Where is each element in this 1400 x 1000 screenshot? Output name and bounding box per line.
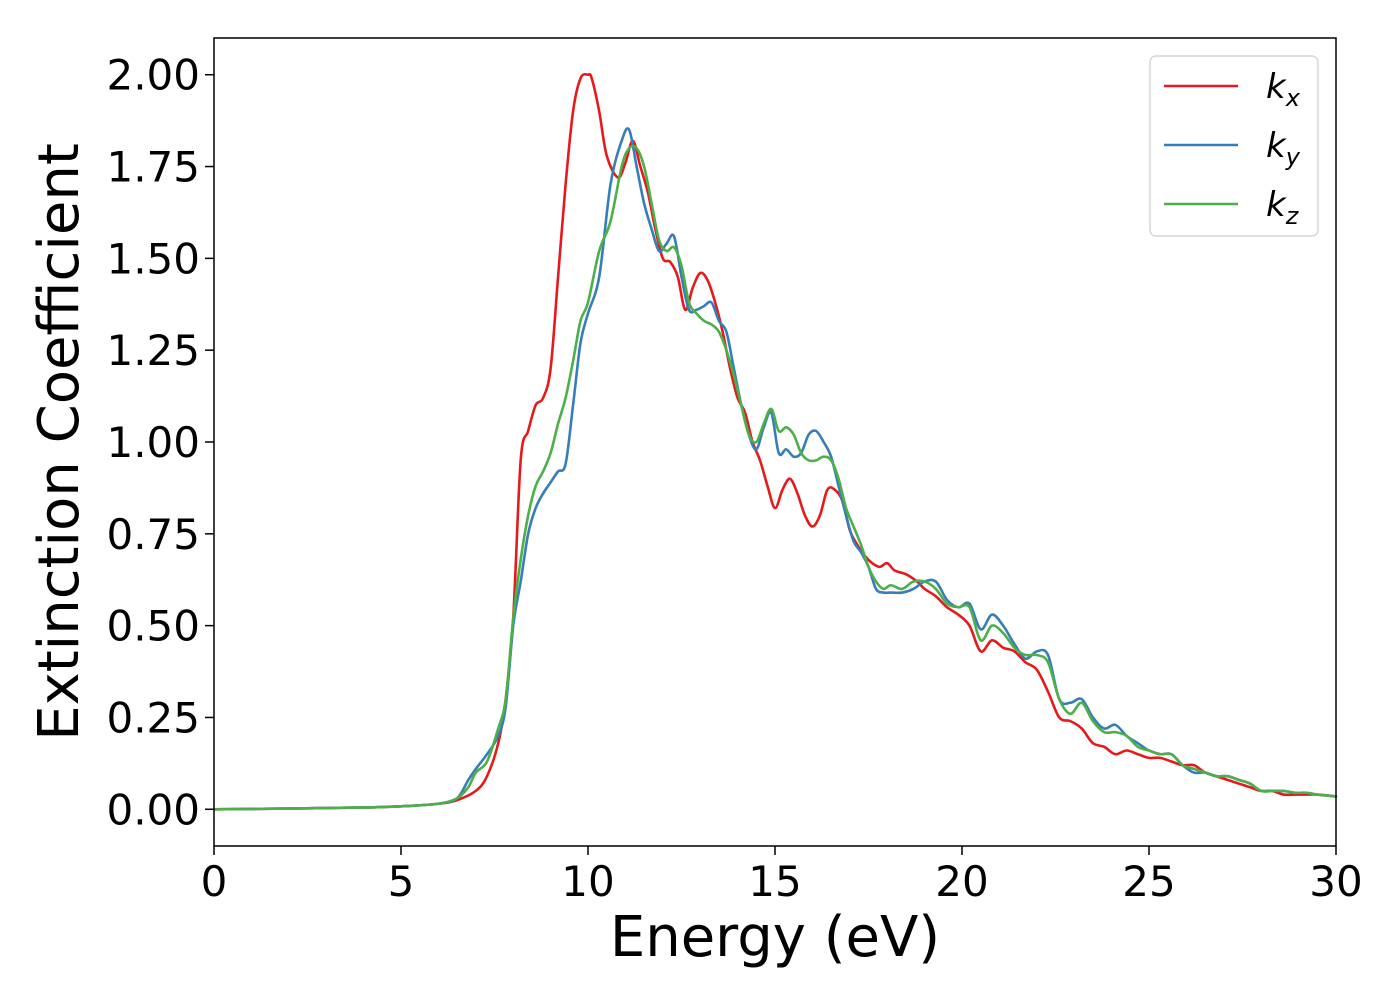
y-axis-ticks: 0.00 0.25 0.50 0.75 1.00 1.25 1.50 1.75 2.00 <box>106 51 214 834</box>
x-tick-label: 20 <box>935 857 988 906</box>
legend-label-subscript: x <box>1285 84 1301 112</box>
y-tick-label: 0.00 <box>106 785 200 834</box>
legend-label-subscript: z <box>1285 202 1300 230</box>
series-line-kz <box>212 144 1338 811</box>
y-tick-label: 2.00 <box>106 51 200 100</box>
x-tick-label: 25 <box>1122 857 1175 906</box>
series-line-kx <box>212 72 1338 811</box>
y-tick-label: 0.50 <box>106 602 200 651</box>
x-tick-label: 15 <box>748 857 801 906</box>
x-axis-label: Energy (eV) <box>610 905 940 970</box>
plot-lines <box>212 72 1338 811</box>
series-line-ky <box>212 127 1338 811</box>
y-axis-label: Extinction Coefficient <box>27 143 92 741</box>
x-tick-label: 30 <box>1309 857 1362 906</box>
x-tick-label: 5 <box>388 857 415 906</box>
legend-label-main: k <box>1266 185 1287 225</box>
legend-label-main: k <box>1266 67 1287 107</box>
legend-label-kz: kz <box>1266 185 1300 230</box>
y-tick-label: 1.25 <box>106 326 200 375</box>
x-axis-ticks: 0 5 10 15 20 25 30 <box>201 846 1363 906</box>
x-tick-label: 10 <box>561 857 614 906</box>
legend-label-main: k <box>1266 126 1287 166</box>
legend-label-ky: ky <box>1266 126 1301 171</box>
y-tick-label: 1.50 <box>106 234 200 283</box>
y-tick-label: 1.75 <box>106 143 200 192</box>
legend-label-kx: kx <box>1266 67 1301 112</box>
x-tick-label: 0 <box>201 857 228 906</box>
y-tick-label: 0.75 <box>106 510 200 559</box>
y-tick-label: 0.25 <box>106 693 200 742</box>
legend-label-subscript: y <box>1285 143 1301 171</box>
y-tick-label: 1.00 <box>106 418 200 467</box>
